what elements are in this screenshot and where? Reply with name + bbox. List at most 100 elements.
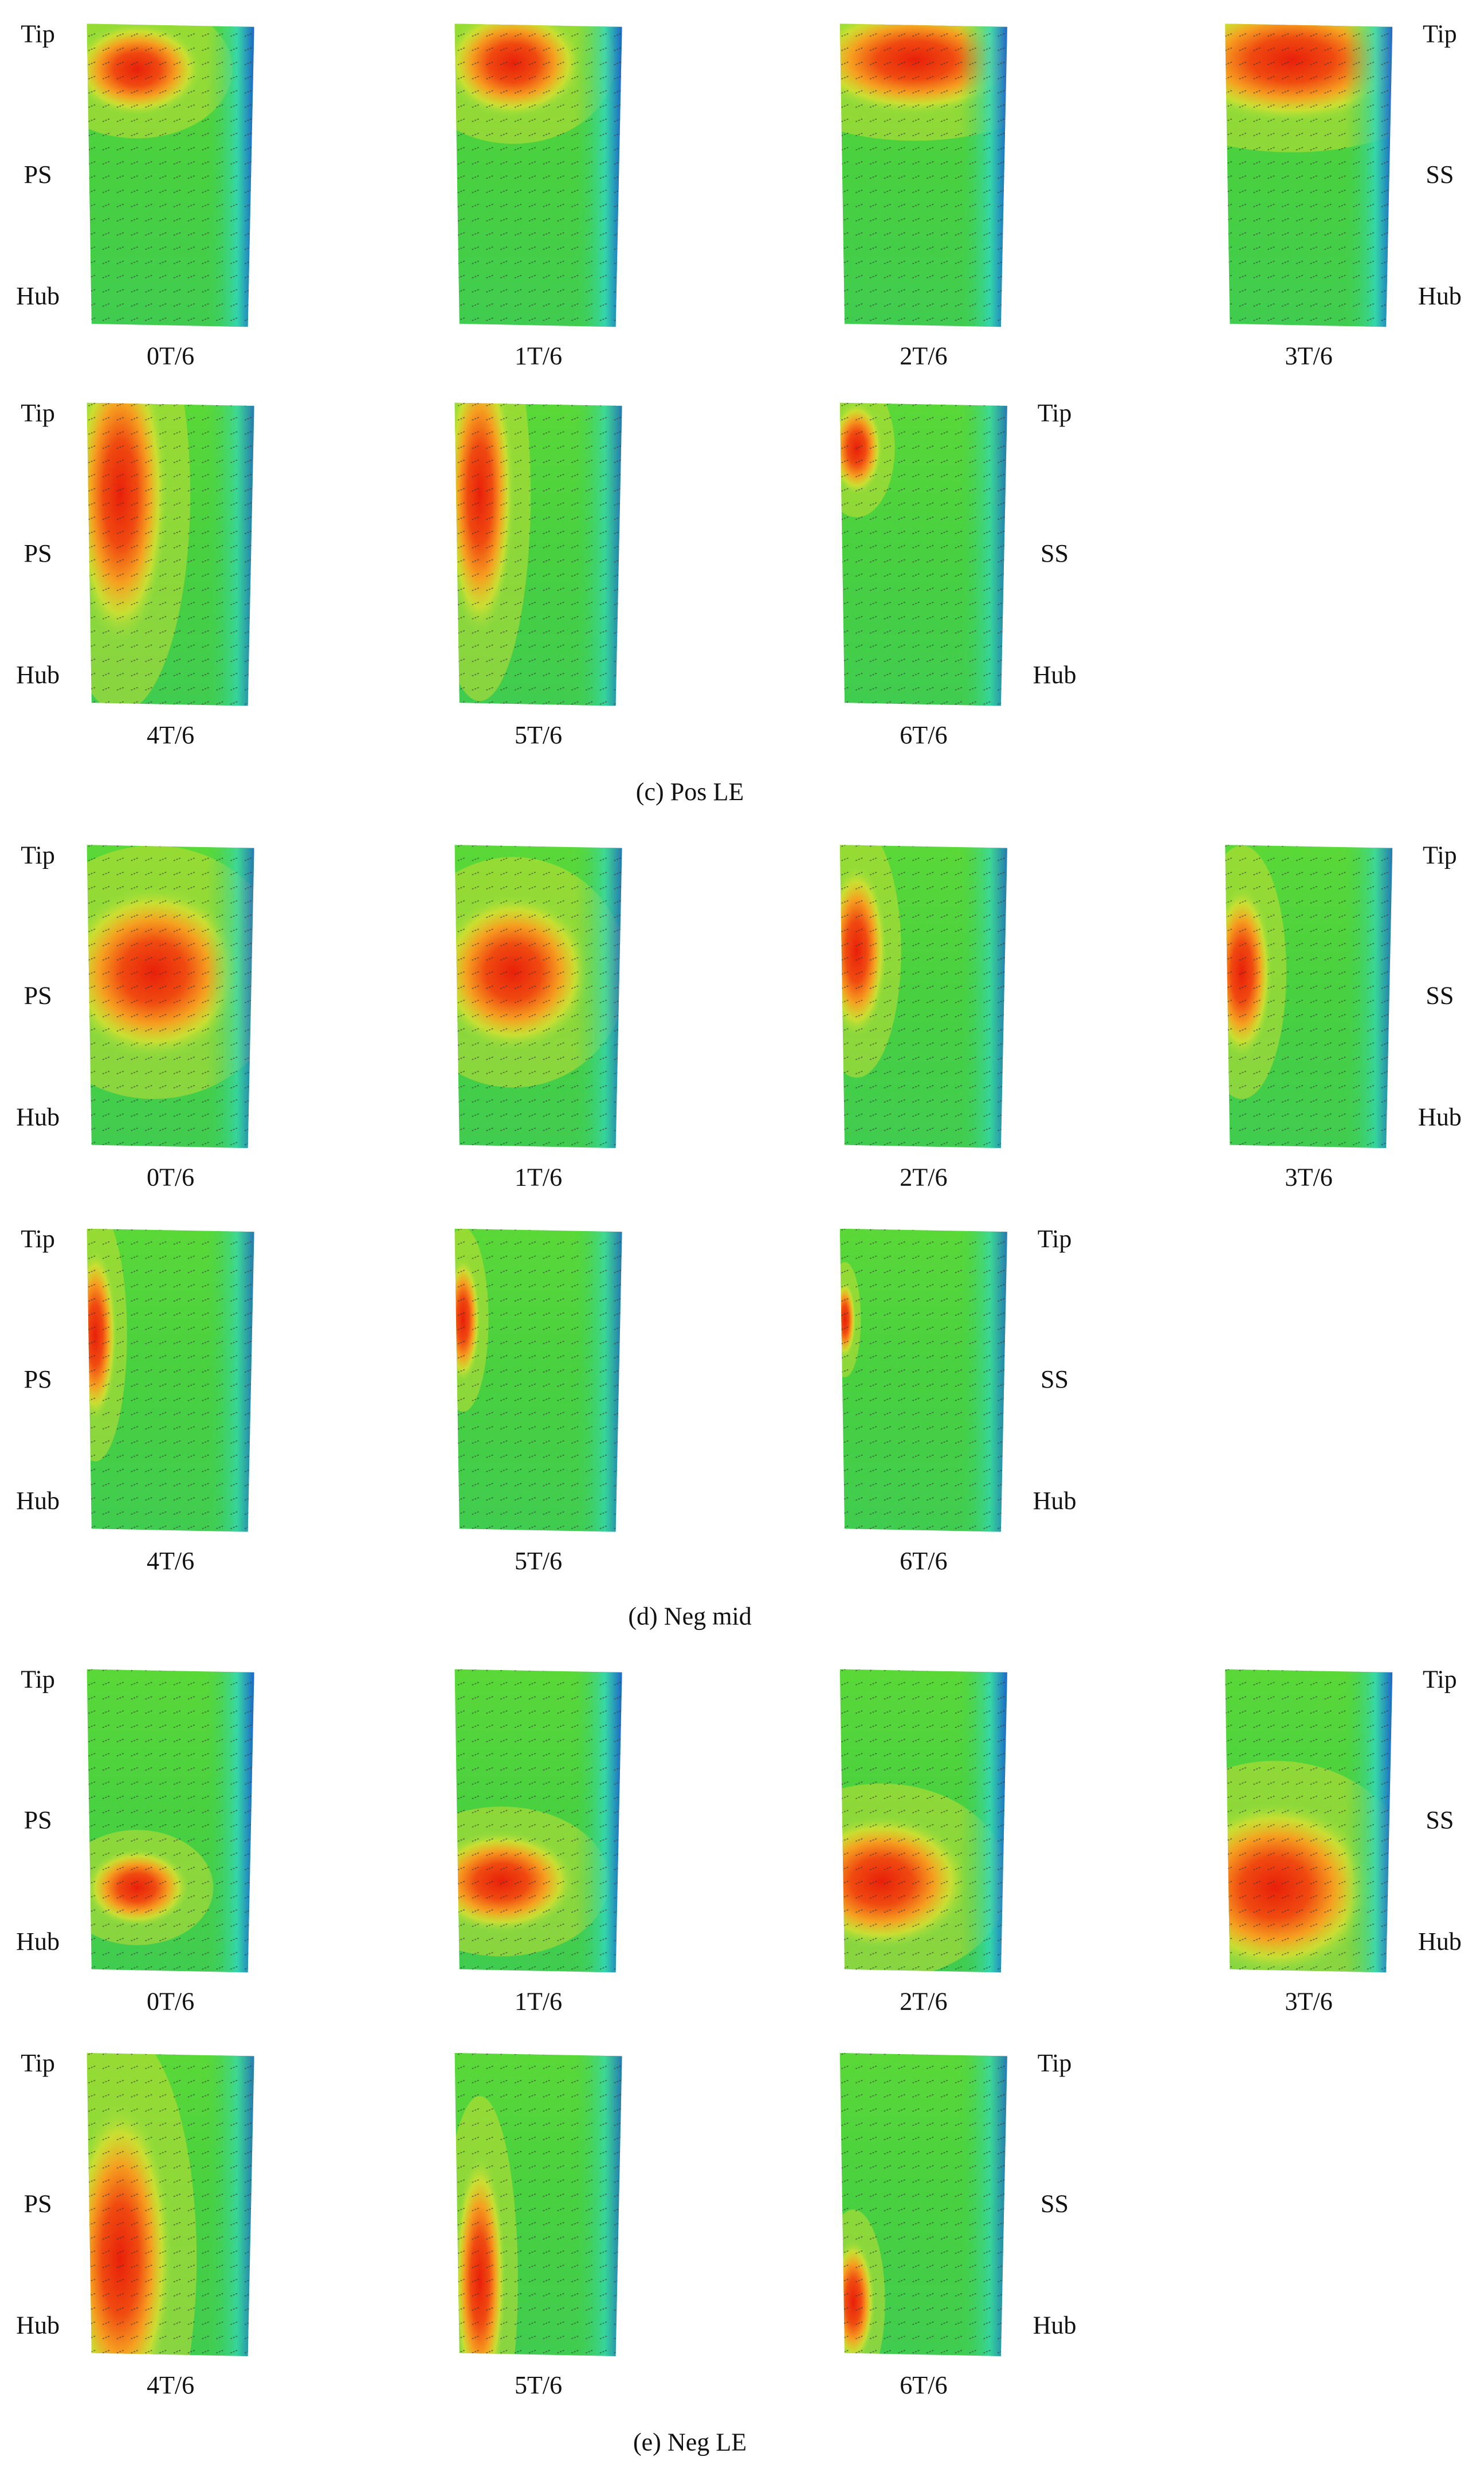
vector-field: [839, 23, 1007, 327]
panel-label: 5T/6: [515, 1547, 562, 1575]
panel-fill: [87, 402, 254, 706]
contour-panel: [87, 402, 254, 706]
panel-fill: [87, 23, 254, 327]
contour-panel: [454, 1669, 622, 1973]
panel-fill: [87, 845, 254, 1149]
contour-panel: [87, 23, 254, 327]
side-label: Hub: [16, 2311, 60, 2340]
panel-label: 1T/6: [515, 1163, 562, 1191]
side-label: Tip: [1038, 399, 1072, 427]
panel-label: 3T/6: [1285, 1163, 1333, 1191]
panel-fill: [839, 845, 1007, 1149]
panel-label: 6T/6: [900, 721, 947, 749]
side-label: Hub: [16, 1487, 60, 1515]
side-label: Tip: [1423, 841, 1457, 869]
panel-label: 2T/6: [900, 1163, 947, 1191]
side-label: Hub: [1033, 1487, 1077, 1515]
contour-panel: [1225, 845, 1393, 1149]
side-label: PS: [24, 2189, 52, 2217]
panel-label: 5T/6: [515, 721, 562, 749]
contour-panel: [87, 845, 254, 1149]
side-label: SS: [1426, 160, 1454, 189]
side-label: Hub: [1418, 1927, 1462, 1956]
panel-fill: [87, 1228, 254, 1532]
vector-field: [839, 2052, 1007, 2356]
vector-field: [454, 1228, 622, 1532]
side-label: Tip: [1423, 20, 1457, 48]
panel-label: 4T/6: [147, 721, 194, 749]
side-label: PS: [24, 982, 52, 1010]
panel-label: 3T/6: [1285, 1988, 1333, 2016]
panel-label: 2T/6: [900, 1988, 947, 2016]
side-label: PS: [24, 160, 52, 189]
contour-panel: [839, 845, 1007, 1149]
side-label: Hub: [1033, 2311, 1077, 2340]
contour-panel: [87, 1669, 254, 1973]
contour-panel: [839, 23, 1007, 327]
vector-field: [454, 402, 622, 706]
vector-field: [1225, 23, 1393, 327]
panel-label: 1T/6: [515, 342, 562, 370]
panel-fill: [1225, 845, 1393, 1149]
side-label: Tip: [21, 2049, 55, 2077]
vector-field: [87, 1228, 254, 1532]
panel-label: 4T/6: [147, 2371, 194, 2399]
content: 0T/6 1T/6 2T/6 3T/6 Tip PS Hub Tip SS Hub 4T/6 5T/6…: [16, 20, 1462, 2456]
contour-panel: [1225, 23, 1393, 327]
side-label: PS: [24, 1806, 52, 1834]
side-label: Hub: [1418, 1103, 1462, 1131]
side-label: PS: [24, 539, 52, 567]
contour-panel: [839, 1669, 1007, 1973]
side-label: Tip: [1038, 1225, 1072, 1253]
panel-label: 0T/6: [147, 1988, 194, 2016]
panel-label: 6T/6: [900, 1547, 947, 1575]
panel-fill: [454, 845, 622, 1149]
panel-label: 2T/6: [900, 342, 947, 370]
vector-field: [454, 845, 622, 1149]
panel-fill: [454, 402, 622, 706]
vector-field: [454, 1669, 622, 1973]
panel-fill: [454, 1228, 622, 1532]
panel-label: 1T/6: [515, 1988, 562, 2016]
side-label: Hub: [16, 1927, 60, 1956]
contour-panel: [839, 2052, 1007, 2356]
side-label: SS: [1041, 2189, 1069, 2217]
side-label: Tip: [1423, 1666, 1457, 1694]
side-label: PS: [24, 1365, 52, 1393]
panel-fill: [839, 2052, 1007, 2356]
contour-panel: [839, 402, 1007, 706]
panel-label: 0T/6: [147, 342, 194, 370]
contour-panel: [454, 23, 622, 327]
side-label: Hub: [16, 1103, 60, 1131]
panel-fill: [839, 1228, 1007, 1532]
vector-field: [87, 1669, 254, 1973]
contour-panel: [454, 1228, 622, 1532]
side-label: Tip: [21, 841, 55, 869]
panel-fill: [839, 1669, 1007, 1973]
panel-fill: [87, 1669, 254, 1973]
caption: (d) Neg mid: [628, 1602, 751, 1630]
panel-fill: [87, 2052, 254, 2356]
vector-field: [87, 23, 254, 327]
side-label: Tip: [21, 1225, 55, 1253]
side-label: Tip: [21, 399, 55, 427]
panel-label: 6T/6: [900, 2371, 947, 2399]
caption: (c) Pos LE: [636, 778, 744, 806]
panel-label: 3T/6: [1285, 342, 1333, 370]
side-label: SS: [1426, 982, 1454, 1010]
panel-label: 4T/6: [147, 1547, 194, 1575]
side-label: Hub: [16, 282, 60, 310]
side-label: Hub: [1418, 282, 1462, 310]
panel-fill: [454, 2052, 622, 2356]
vector-field: [839, 1669, 1007, 1973]
side-label: Tip: [1038, 2049, 1072, 2077]
vector-field: [87, 845, 254, 1149]
panel-label: 5T/6: [515, 2371, 562, 2399]
side-label: SS: [1426, 1806, 1454, 1834]
vector-field: [87, 2052, 254, 2356]
side-label: SS: [1041, 1365, 1069, 1393]
side-label: Hub: [16, 661, 60, 689]
panel-fill: [839, 402, 1007, 706]
side-label: Tip: [21, 20, 55, 48]
